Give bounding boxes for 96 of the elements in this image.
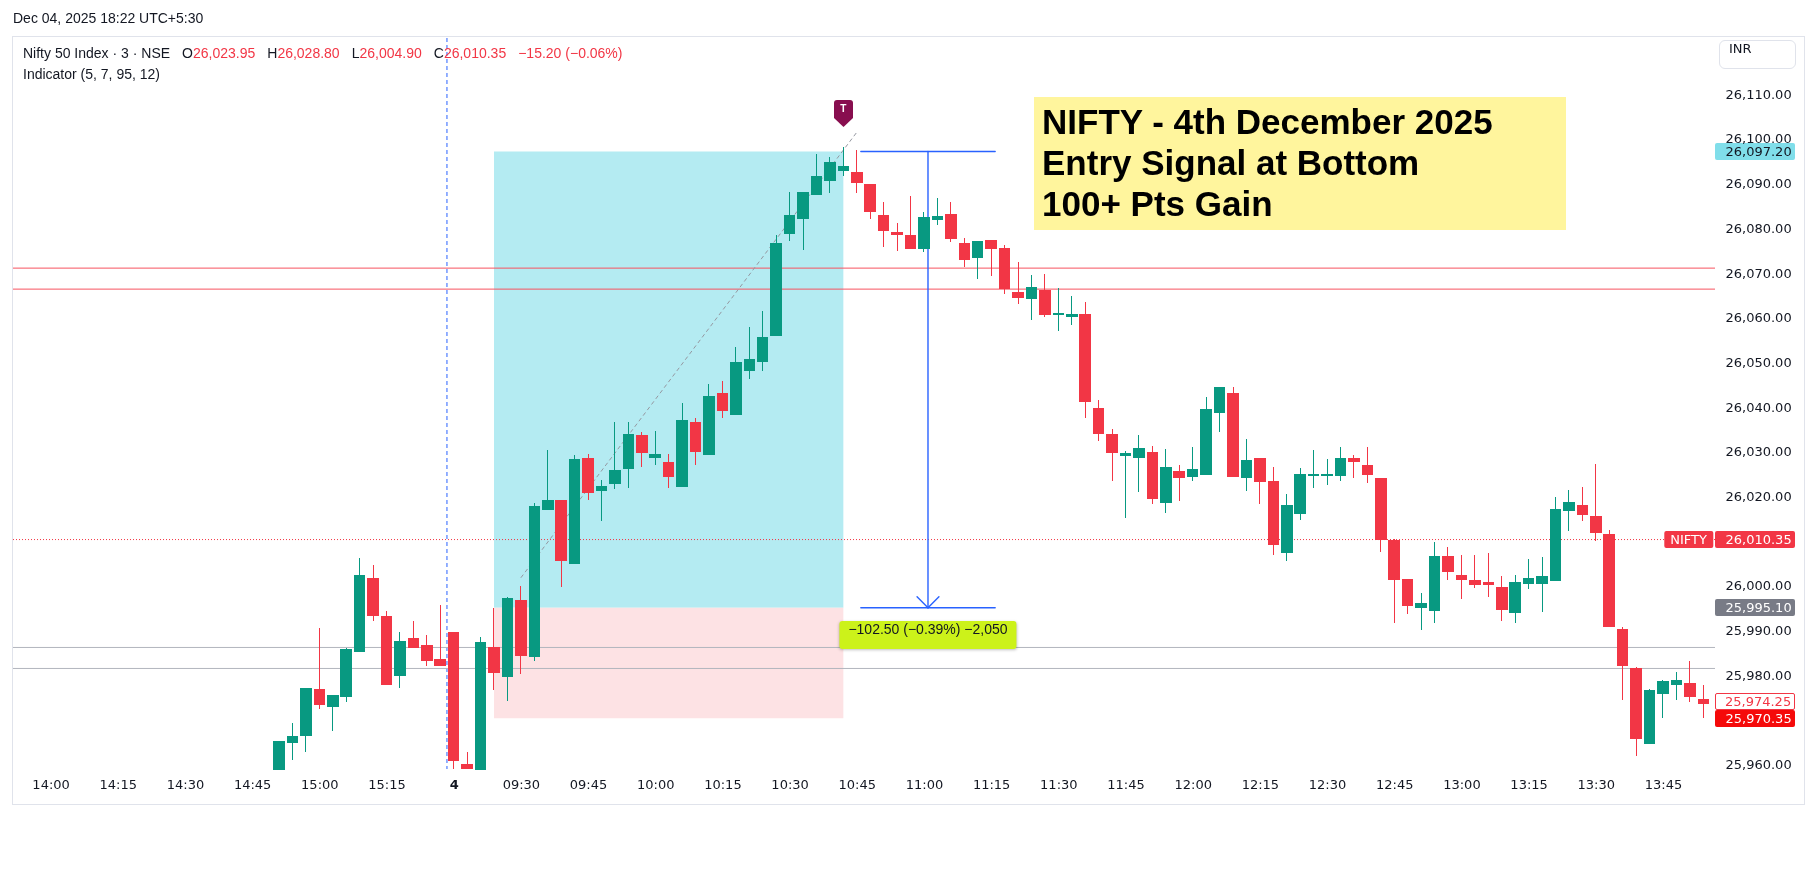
annotation: T	[839, 103, 848, 117]
x-tick-label: 12:30	[1308, 776, 1347, 792]
x-tick-label: 13:00	[1443, 776, 1481, 792]
annotation: −15.20 (−0.06%)	[518, 45, 623, 61]
candlestick	[1240, 438, 1253, 492]
x-tick-label: 14:30	[166, 776, 205, 792]
y-tick-label: 26,070.00	[1725, 265, 1792, 281]
y-tick-label: 25,980.00	[1725, 667, 1792, 683]
candlestick	[1334, 446, 1347, 482]
x-tick-label: 12:00	[1174, 776, 1212, 792]
candlestick	[1119, 450, 1132, 519]
y-tick-label: 26,060.00	[1725, 310, 1792, 326]
candlestick	[958, 237, 971, 268]
candlestick	[851, 149, 863, 194]
x-tick-label: 09:30	[502, 776, 541, 792]
x-tick-label: 10:30	[771, 776, 809, 792]
x-tick-label: 14:00	[32, 776, 70, 792]
candlestick	[877, 201, 890, 248]
y-tick-label: 26,050.00	[1725, 354, 1792, 370]
x-tick-label: 12:15	[1241, 776, 1280, 792]
candlestick	[1442, 546, 1454, 581]
candlestick	[945, 201, 957, 243]
candlestick	[1012, 261, 1024, 305]
text: Dec 04, 2025 18:22 UTC+5:30	[13, 10, 204, 28]
annotation: C26,010.35	[433, 45, 507, 61]
text: 25,974.25	[1715, 692, 1795, 710]
candlestick	[541, 449, 554, 511]
candlestick	[1052, 287, 1065, 332]
candlestick	[662, 453, 675, 488]
candlestick	[313, 627, 326, 710]
x-tick-label: 10:15	[704, 776, 742, 792]
x-tick-label: 14:45	[233, 776, 272, 792]
x-tick-label: 13:45	[1644, 776, 1683, 792]
candlestick	[1563, 489, 1575, 532]
y-tick-label: 25,990.00	[1725, 622, 1792, 638]
y-tick-label: 26,030.00	[1725, 444, 1792, 460]
y-tick-label: 26,010.35	[1725, 532, 1792, 548]
candlestick	[636, 431, 648, 468]
candlestick	[716, 380, 729, 419]
annotation: −102.50 (−0.39%) −2,050	[839, 620, 1017, 649]
annotation: H26,028.80	[267, 45, 340, 61]
x-tick-label: 12:45	[1376, 776, 1414, 792]
candlestick	[1576, 486, 1589, 522]
y-tick-label: 26,020.00	[1725, 488, 1792, 504]
candlestick	[1684, 660, 1696, 703]
y-tick-label: 26,040.00	[1725, 399, 1792, 415]
x-tick-label: 13:30	[1577, 776, 1616, 792]
annotation: O26,023.95	[182, 45, 256, 61]
y-tick-label: 25,995.10	[1725, 600, 1792, 616]
annotation: L26,004.90	[351, 45, 422, 61]
x-tick-label: 11:00	[905, 776, 944, 792]
candlestick	[1025, 274, 1038, 321]
candlestick	[649, 430, 662, 466]
y-tick-label: 26,080.00	[1725, 220, 1792, 236]
candlestick	[461, 751, 473, 770]
x-tick-label: 14:15	[99, 776, 138, 792]
candlestick	[1106, 428, 1118, 482]
x-tick-label: 11:45	[1107, 776, 1145, 792]
candlestick	[286, 722, 299, 761]
candlestick	[1348, 454, 1360, 479]
candlestick	[985, 239, 997, 277]
candlestick	[1133, 434, 1145, 493]
candlestick	[1495, 575, 1508, 622]
candlestick	[971, 240, 984, 280]
x-tick-label: 15:00	[301, 776, 339, 792]
x-tick-label: 10:45	[838, 776, 877, 792]
candlestick	[595, 479, 608, 522]
y-tick-label: 25,970.35	[1725, 710, 1792, 726]
candlestick	[1455, 554, 1468, 600]
annotation: Indicator (5, 7, 95, 12)	[23, 66, 160, 84]
candlestick	[1361, 446, 1374, 484]
x-tick-label: 10:00	[637, 776, 675, 792]
candlestick	[609, 421, 621, 490]
y-tick-label: 26,110.00	[1725, 86, 1792, 102]
annotation: Nifty 50 Index · 3 · NSE	[23, 45, 171, 61]
candlestick	[1065, 295, 1078, 326]
x-tick-label: 13:15	[1510, 776, 1548, 792]
y-tick-label: 26,090.00	[1725, 176, 1792, 192]
candlestick	[891, 222, 903, 252]
text: INR	[1719, 40, 1796, 69]
x-tick-label: 11:15	[972, 776, 1011, 792]
ref-line-label: NIFTY	[1664, 531, 1713, 549]
y-tick-label: 25,960.00	[1725, 757, 1792, 773]
x-tick-label: 4	[449, 776, 459, 792]
candlestick	[810, 153, 823, 195]
candlestick	[1415, 592, 1427, 631]
x-tick-label: 15:15	[368, 776, 406, 792]
candlestick	[1173, 464, 1186, 502]
candlestick	[407, 620, 420, 648]
x-tick-label: 09:45	[569, 776, 608, 792]
text: NIFTY - 4th December 2025 Entry Signal at Bottom 100+ Pts Gain	[1042, 101, 1494, 224]
x-tick-label: 11:30	[1040, 776, 1078, 792]
candlestick	[904, 195, 917, 249]
candlestick	[756, 310, 769, 372]
candlestick	[1697, 684, 1710, 719]
y-tick-label: 26,000.00	[1725, 578, 1792, 594]
